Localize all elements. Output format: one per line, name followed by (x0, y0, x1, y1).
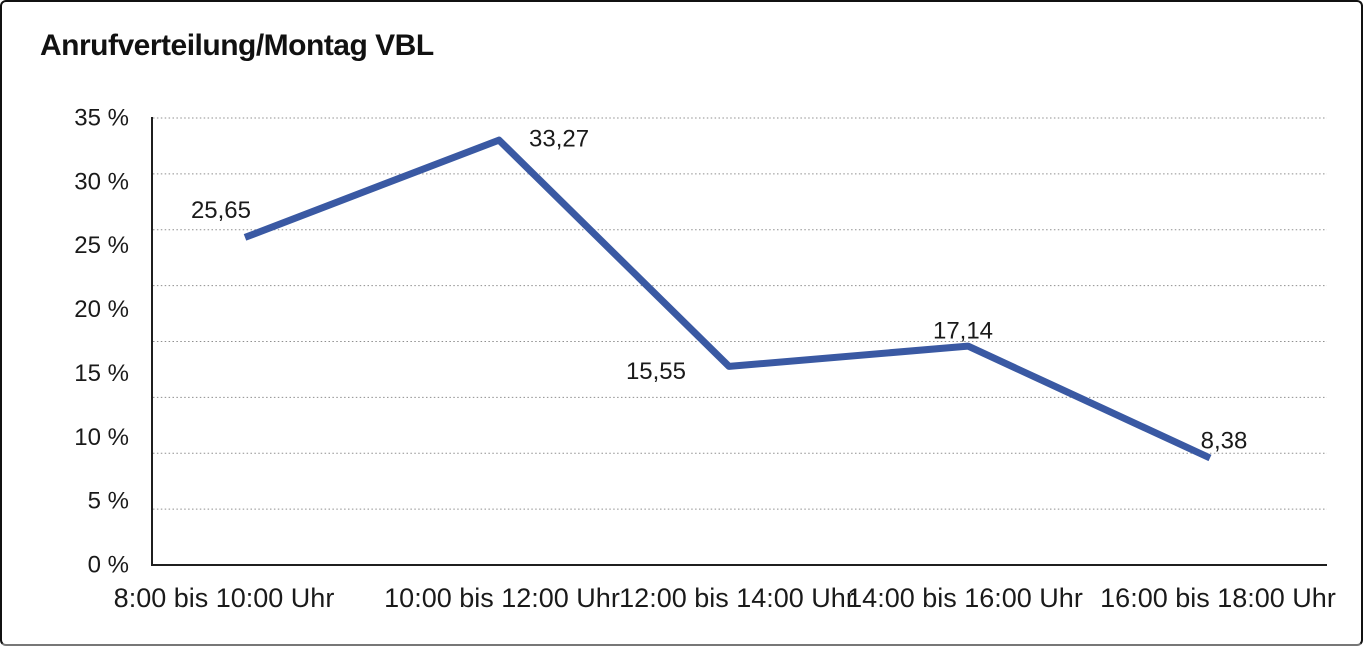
x-axis-category-label: 8:00 bis 10:00 Uhr (114, 583, 335, 613)
chart-title: Anrufverteilung/Montag VBL (40, 29, 434, 62)
y-axis-tick-label: 5 % (88, 488, 129, 515)
y-axis-tick-label: 0 % (88, 552, 129, 579)
y-axis-tick-label: 30 % (74, 168, 129, 195)
x-axis-category-label: 16:00 bis 18:00 Uhr (1100, 583, 1336, 613)
data-point-label: 25,65 (191, 197, 251, 224)
x-axis-category-label: 14:00 bis 16:00 Uhr (847, 583, 1083, 613)
data-point-label: 17,14 (933, 318, 993, 345)
y-axis-tick-label: 35 % (74, 105, 129, 132)
data-point-label: 8,38 (1201, 427, 1248, 454)
data-point-label: 15,55 (626, 358, 686, 385)
y-axis-tick-label: 20 % (74, 296, 129, 323)
y-axis-tick-label: 15 % (74, 360, 129, 387)
x-axis-category-label: 12:00 bis 14:00 Uhr (619, 583, 855, 613)
y-axis-tick-label: 10 % (74, 424, 129, 451)
series-line (243, 136, 1212, 462)
data-point-label: 33,27 (529, 126, 589, 153)
x-axis-category-label: 10:00 bis 12:00 Uhr (384, 583, 620, 613)
y-axis-tick-label: 25 % (74, 232, 129, 259)
